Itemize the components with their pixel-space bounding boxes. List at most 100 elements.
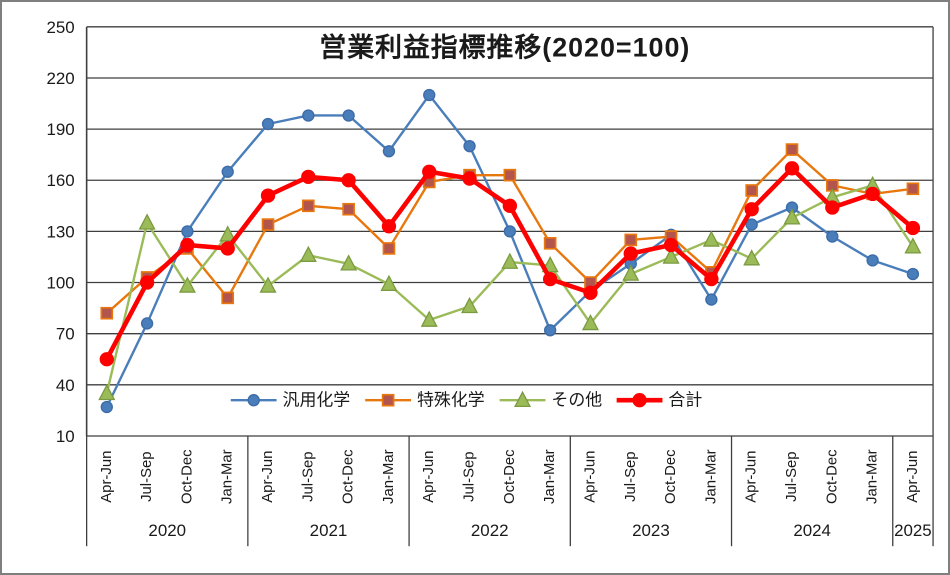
x-axis-year-label: 2023 [632,521,670,540]
data-point-marker [906,267,920,281]
data-point-marker [382,242,396,255]
chart-title: 営業利益指標推移(2020=100) [319,32,690,63]
x-axis-quarter-label: Oct-Dec [502,449,518,504]
x-axis-quarter-label: Apr-Jun [905,451,921,503]
legend-label: 汎用化学 [283,391,351,410]
data-point-marker [744,202,759,217]
data-point-marker [825,200,840,215]
x-axis-quarter-label: Apr-Jun [582,451,598,503]
y-axis-tick-label: 10 [56,427,75,446]
data-point-marker [140,317,154,330]
data-point-marker [503,168,517,182]
data-point-marker [866,254,879,267]
data-point-marker [702,230,720,247]
data-point-marker [138,213,156,230]
data-point-marker [340,254,358,271]
data-point-marker [705,293,718,306]
data-point-marker [420,310,438,327]
x-axis-year-label: 2024 [793,521,831,540]
data-point-marker [98,383,116,401]
data-point-marker [503,225,517,238]
x-axis-quarter-label: Oct-Dec [824,449,840,504]
data-point-marker [502,198,518,213]
x-axis-quarter-label: Jul-Sep [784,451,800,501]
x-axis-quarter-label: Apr-Jun [260,451,276,503]
data-point-marker [583,285,598,300]
data-point-marker [542,271,558,287]
x-axis-quarter-label: Jul-Sep [139,451,155,501]
legend-item: 特殊化学 [365,391,485,410]
data-point-marker [100,400,113,414]
data-point-marker [662,247,680,264]
data-point-marker [341,173,356,188]
x-axis-year-label: 2025 [894,521,932,540]
x-axis-quarter-label: Jan-Mar [865,449,881,504]
y-axis-tick-label: 40 [56,376,75,395]
data-point-marker [180,237,195,253]
legend-item: 汎用化学 [230,391,351,410]
data-point-marker [181,225,194,238]
data-point-marker [219,225,237,242]
y-axis-tick-label: 190 [46,120,74,139]
legend-label: 合計 [668,391,702,410]
data-point-marker [261,218,275,231]
data-point-marker [302,109,315,122]
data-point-marker [99,352,114,367]
data-point-marker [380,274,398,292]
data-point-marker [783,208,801,225]
x-axis-quarter-label: Apr-Jun [99,451,115,503]
data-point-marker [905,220,921,236]
data-point-marker [501,252,519,269]
data-point-marker [623,246,638,261]
x-axis-year-label: 2020 [148,521,186,540]
data-point-marker [422,164,437,179]
y-axis-tick-label: 160 [46,171,74,190]
x-axis-quarter-label: Oct-Dec [663,449,679,504]
x-axis-quarter-label: Jan-Mar [381,449,397,504]
data-point-marker [221,291,235,305]
x-axis-quarter-label: Apr-Jun [421,451,437,503]
data-point-marker [381,393,395,407]
data-point-marker [423,88,436,102]
data-point-marker [463,139,476,153]
data-point-marker [784,161,800,176]
legend-label: その他 [551,391,602,410]
data-point-marker [514,390,532,407]
data-point-marker [301,169,316,184]
data-point-marker [743,249,761,266]
data-point-marker [543,324,557,337]
data-point-marker [302,199,315,213]
data-point-marker [622,264,640,281]
x-axis-quarter-label: Jan-Mar [220,449,236,504]
series-layer [98,88,922,414]
data-point-marker [342,202,355,216]
x-axis-quarter-label: Oct-Dec [341,449,357,504]
x-axis-quarter-label: Jul-Sep [462,451,478,501]
axis-layer: 250 220 190 160 130 100 70 40 10 2020 2021 2022 2023… [46,18,934,547]
y-axis-tick-label: 220 [46,69,74,88]
x-axis-quarter-label: Apr-Jun [744,451,760,503]
data-point-marker [381,219,397,234]
data-point-marker [221,165,234,178]
data-point-marker [865,186,880,202]
data-point-marker [260,188,276,203]
legend-item: 合計 [616,391,702,410]
data-point-marker [462,171,477,186]
data-point-marker [904,237,922,254]
x-axis-year-label: 2022 [471,521,509,540]
legend-item: その他 [499,390,602,410]
data-point-marker [261,117,275,131]
data-point-marker [704,271,719,287]
data-point-marker [624,233,638,247]
data-point-marker [543,237,557,250]
x-axis-quarter-label: Jan-Mar [703,449,719,504]
data-point-marker [299,245,317,263]
y-axis-tick-label: 130 [46,222,74,241]
data-point-marker [785,143,799,156]
y-axis-tick-label: 70 [56,325,75,344]
data-point-marker [220,241,235,256]
x-axis-quarter-label: Jan-Mar [542,449,558,504]
x-axis-year-label: 2021 [310,521,348,540]
